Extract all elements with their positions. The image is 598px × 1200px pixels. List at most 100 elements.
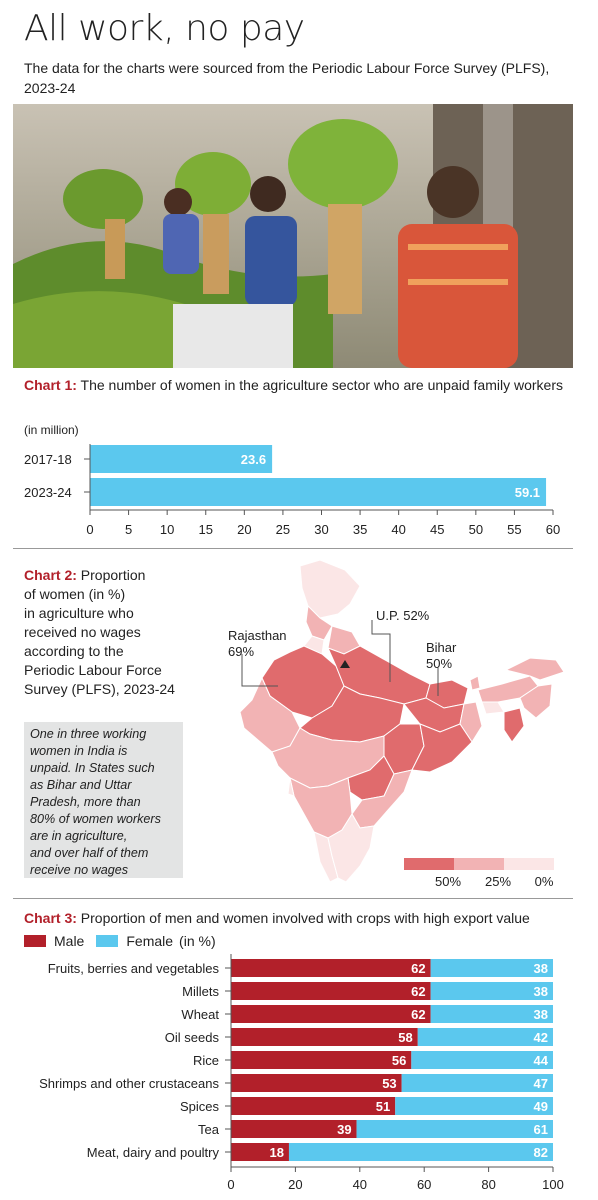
chart1-bar-chart: 2017-18 23.6 2023-24 59.1 0 5 10 15 20 25 30 35 40 45…: [24, 444, 560, 537]
chart3-title: Proportion of men and women involved wit…: [80, 910, 530, 926]
chart3-category-label: Rice: [193, 1053, 219, 1068]
chart3-stacked-bar-chart: Fruits, berries and vegetables 62 38 Millet…: [39, 954, 564, 1192]
chart3-x-tick-label: 80: [481, 1177, 495, 1192]
chart3-x-tick-label: 0: [227, 1177, 234, 1192]
map-region-rajasthan: [261, 645, 345, 719]
chart2-header: Chart 2: Proportion of women (in %) in a…: [24, 566, 224, 699]
chart3-bar-female: [417, 1028, 553, 1046]
chart3-bar-male: [231, 1028, 418, 1046]
chart3-value-male: 62: [411, 984, 425, 999]
chart3-header: Chart 3: Proportion of men and women inv…: [24, 909, 584, 928]
farm-workers-photo: [13, 104, 573, 368]
scale-label-0: 0%: [535, 874, 554, 889]
chart3-value-female: 38: [534, 961, 548, 976]
chart3-x-tick-label: 100: [542, 1177, 564, 1192]
chart3-x-tick-label: 40: [353, 1177, 367, 1192]
chart1-header: Chart 1: The number of women in the agri…: [24, 376, 569, 395]
chart1-x-tick-label: 55: [507, 522, 521, 537]
delhi-marker: [340, 660, 350, 668]
chart3-bar-male: [231, 1051, 412, 1069]
chart3-bar-female: [430, 1005, 553, 1023]
chart3-value-female: 82: [534, 1145, 548, 1160]
chart1-x-tick-label: 25: [276, 522, 290, 537]
chart1-x-tick-label: 45: [430, 522, 444, 537]
chart3-value-male: 51: [376, 1099, 390, 1114]
chart3-bar-male: [231, 1120, 357, 1138]
callout-up: U.P. 52%: [376, 608, 430, 623]
chart3-value-female: 42: [534, 1030, 548, 1045]
note-line: One in three working: [30, 727, 147, 741]
callout-rajasthan-value: 69%: [228, 644, 254, 659]
chart1-unit: (in million): [24, 423, 79, 437]
chart1-label: Chart 1:: [24, 377, 77, 393]
chart1-x-tick-label: 40: [391, 522, 405, 537]
chart3-x-tick-label: 60: [417, 1177, 431, 1192]
chart2-divider: [13, 898, 573, 899]
map-region-arunachal: [504, 657, 565, 681]
map-region-sikkim: [469, 675, 481, 691]
legend-unit: (in %): [179, 933, 216, 949]
chart1-bar-value: 59.1: [515, 485, 540, 500]
up-callout-line: [371, 620, 391, 682]
chart3-bar-male: [231, 959, 431, 977]
chart1-x-tick-label: 15: [199, 522, 213, 537]
chart3-value-male: 53: [382, 1076, 396, 1091]
chart2-title-line: Survey (PLFS), 2023-24: [24, 681, 175, 697]
page-title: All work, no pay: [24, 8, 305, 49]
chart3-value-male: 39: [337, 1122, 351, 1137]
chart3-bar-male: [231, 1005, 431, 1023]
chart3-bar-male: [231, 1097, 396, 1115]
chart3-value-female: 61: [534, 1122, 548, 1137]
chart1-x-tick-label: 5: [125, 522, 132, 537]
note-line: and over half of them: [30, 846, 149, 860]
note-line: receive no wages: [30, 863, 129, 877]
map-region-odisha: [411, 723, 473, 773]
callout-bihar-value: 50%: [426, 656, 452, 671]
chart3-bar-female: [401, 1074, 553, 1092]
chart3-bar-female: [430, 982, 553, 1000]
chart1-bar: [90, 445, 273, 473]
note-line: women in India is: [30, 744, 128, 758]
scale-swatch-low: [504, 858, 554, 870]
chart3-category-label: Spices: [180, 1099, 220, 1114]
chart1-x-tick-label: 20: [237, 522, 251, 537]
chart1-title: The number of women in the agriculture s…: [80, 377, 563, 393]
chart2-title-line: Periodic Labour Force: [24, 662, 162, 678]
chart2-note: One in three working women in India is u…: [24, 722, 183, 878]
rajasthan-callout-line: [241, 654, 278, 687]
chart3-category-label: Oil seeds: [165, 1030, 220, 1045]
chart3-bar-female: [395, 1097, 553, 1115]
chart3-legend: Male Female (in %): [24, 933, 216, 949]
chart1-divider: [13, 548, 573, 549]
map-region-tripura-mizoram: [503, 707, 525, 743]
chart1-bar-value: 23.6: [241, 452, 266, 467]
map-region-north: [299, 559, 361, 619]
chart2-label: Chart 2:: [24, 567, 77, 583]
chart1-x-tick-label: 50: [469, 522, 483, 537]
legend-male-label: Male: [54, 933, 85, 949]
legend-female-label: Female: [126, 933, 174, 949]
chart3-bar-female: [356, 1120, 553, 1138]
chart2-title-line: in agriculture who: [24, 605, 134, 621]
callout-rajasthan-name: Rajasthan: [228, 628, 287, 643]
chart3-value-male: 18: [269, 1145, 283, 1160]
chart3-value-female: 44: [534, 1053, 549, 1068]
chart2-title-line: Proportion: [80, 567, 146, 583]
chart3-category-label: Fruits, berries and vegetables: [48, 961, 220, 976]
chart3-value-female: 38: [534, 984, 548, 999]
chart3-category-label: Tea: [198, 1122, 220, 1137]
chart3-value-female: 38: [534, 1007, 548, 1022]
chart3-category-label: Millets: [182, 984, 219, 999]
chart1-category-label: 2017-18: [24, 452, 72, 467]
chart1-bar: [90, 478, 547, 506]
chart2-title-line: received no wages: [24, 624, 141, 640]
chart3-label: Chart 3:: [24, 910, 77, 926]
chart3-value-male: 58: [398, 1030, 412, 1045]
map-region-tamil-nadu: [327, 813, 375, 883]
page-subtitle: The data for the charts were sourced fro…: [24, 60, 550, 96]
note-line: are in agriculture,: [30, 829, 128, 843]
chart3-bar-male: [231, 982, 431, 1000]
scale-label-25: 25%: [485, 874, 511, 889]
callout-bihar-name: Bihar: [426, 640, 457, 655]
map-region-meghalaya: [481, 701, 505, 715]
